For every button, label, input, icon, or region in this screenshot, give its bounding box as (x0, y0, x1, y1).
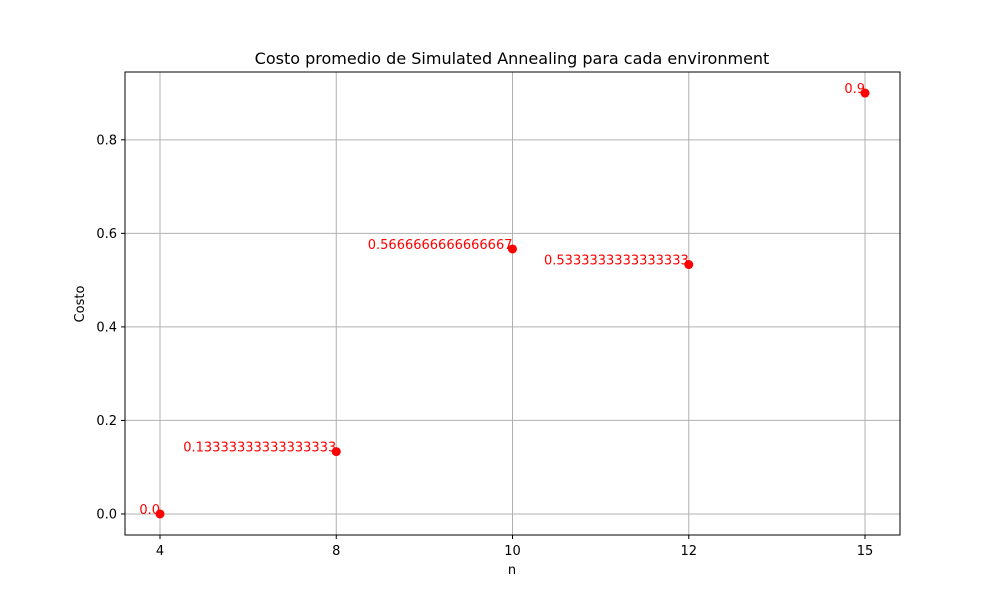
axis-ticks: 4 8 10 12 15 0.0 0.2 0.4 0.6 0.8 (96, 133, 873, 559)
y-tick-label: 0.0 (96, 507, 117, 522)
y-tick-label: 0.6 (96, 227, 117, 242)
data-label: 0.5333333333333333 (544, 254, 689, 269)
chart-title: Costo promedio de Simulated Annealing pa… (255, 49, 770, 68)
grid (125, 72, 900, 535)
data-labels: 0.0 0.13333333333333333 0.5666666666666667… (139, 82, 865, 518)
y-tick-label: 0.2 (96, 414, 117, 429)
x-tick-label: 8 (332, 544, 340, 559)
x-tick-label: 10 (504, 544, 521, 559)
data-point (155, 509, 165, 519)
y-tick-label: 0.4 (96, 320, 117, 335)
data-point (508, 244, 517, 254)
x-tick-label: 4 (156, 544, 164, 559)
y-axis-label: Costo (73, 286, 88, 323)
data-label: 0.9 (844, 82, 865, 97)
data-points (155, 88, 870, 519)
data-point (331, 447, 341, 457)
data-label: 0.13333333333333333 (183, 441, 336, 456)
y-tick-label: 0.8 (96, 133, 117, 148)
data-point (684, 260, 694, 270)
data-label: 0.0 (139, 503, 160, 518)
x-axis-label: n (508, 563, 516, 578)
data-point (860, 88, 870, 98)
data-label: 0.5666666666666667 (368, 238, 513, 253)
x-tick-label: 12 (680, 544, 697, 559)
x-tick-label: 15 (857, 544, 874, 559)
